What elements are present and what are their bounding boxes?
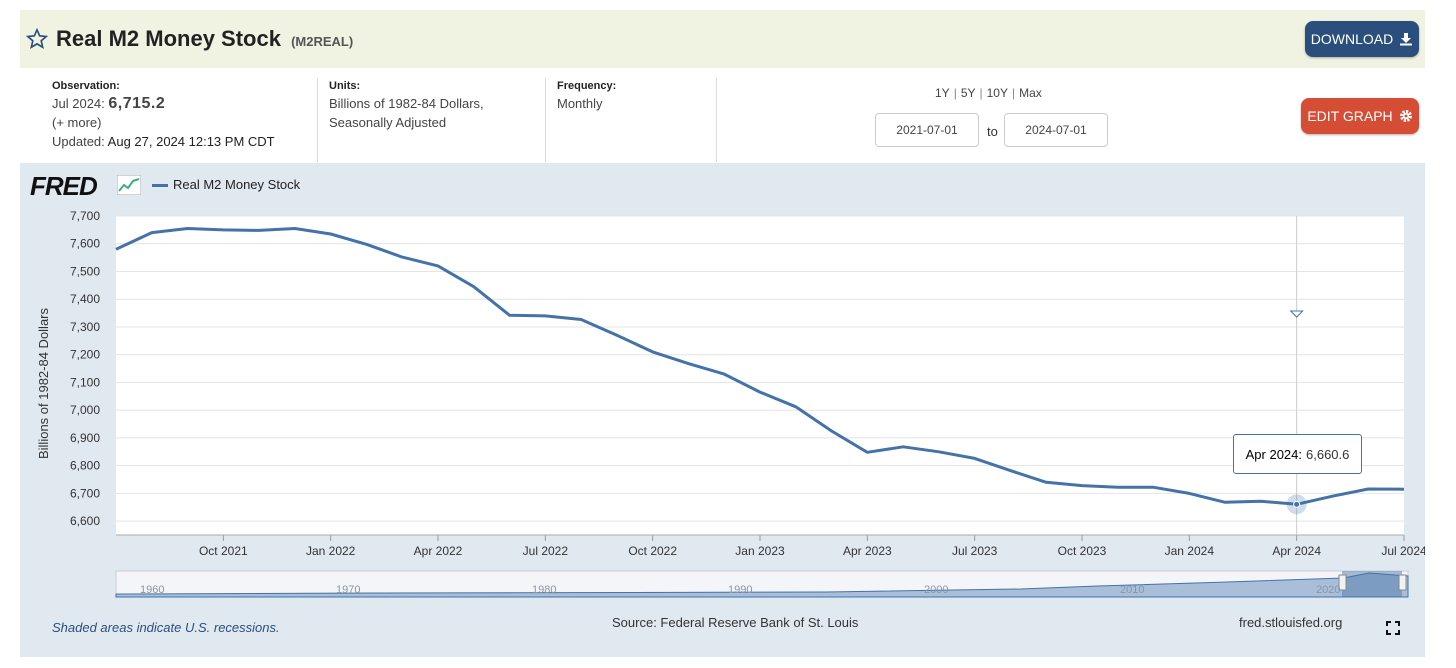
series-id: (M2REAL)	[291, 34, 354, 49]
divider	[317, 78, 318, 162]
navigator-selection[interactable]	[1342, 571, 1402, 597]
to-label: to	[987, 124, 998, 139]
tooltip: Apr 2024: 6,660.6	[1233, 434, 1362, 474]
x-tick-label: Apr 2023	[843, 544, 892, 558]
more-link[interactable]: (+ more)	[52, 115, 102, 130]
x-tick-label: Jul 2022	[523, 544, 569, 558]
frequency-label: Frequency:	[557, 80, 617, 92]
navigator-label: 1970	[336, 584, 360, 596]
navigator-label: 2020	[1316, 584, 1340, 596]
x-tick-label: Oct 2022	[628, 544, 677, 558]
navigator-handle[interactable]	[1338, 574, 1347, 591]
y-tick-label: 6,800	[70, 459, 100, 473]
navigator-label: 2010	[1120, 584, 1144, 596]
x-tick-label: Apr 2022	[414, 544, 463, 558]
start-date-input[interactable]: 2021-07-01	[875, 113, 979, 147]
gear-icon	[1399, 110, 1412, 122]
units-label: Units:	[329, 80, 361, 92]
y-tick-label: 7,300	[70, 320, 100, 334]
y-tick-label: 6,900	[70, 431, 100, 445]
navigator-label: 1980	[532, 584, 556, 596]
navigator-label: 2000	[924, 584, 948, 596]
legend-swatch	[152, 184, 168, 187]
fullscreen-icon[interactable]	[1386, 621, 1400, 635]
star-icon[interactable]	[26, 28, 48, 50]
x-tick-label: Oct 2021	[199, 544, 248, 558]
y-tick-label: 7,500	[70, 264, 100, 278]
x-tick-label: Jul 2023	[952, 544, 998, 558]
x-tick-label: Jan 2022	[306, 544, 356, 558]
x-tick-label: Jan 2023	[735, 544, 785, 558]
chart-logo-icon	[117, 175, 141, 195]
range-1y[interactable]: 1Y	[935, 86, 950, 100]
navigator-label: 1990	[728, 584, 752, 596]
series-meta: Observation: Jul 2024: 6,715.2 (+ more) …	[20, 70, 1425, 162]
tooltip-value: 6,660.6	[1306, 446, 1350, 462]
tooltip-pointer	[1289, 310, 1304, 318]
series-title: Real M2 Money Stock	[56, 26, 281, 51]
x-tick-label: Apr 2024	[1272, 544, 1321, 558]
observation-value: 6,715.2	[108, 95, 166, 112]
recession-note: Shaded areas indicate U.S. recessions.	[52, 620, 280, 635]
edit-graph-label: EDIT GRAPH	[1307, 108, 1393, 124]
divider	[716, 78, 717, 162]
download-icon	[1400, 33, 1413, 46]
x-tick-label: Jul 2024	[1381, 544, 1425, 558]
updated-label: Updated:	[52, 134, 105, 149]
x-tick-label: Jan 2024	[1165, 544, 1215, 558]
site-link[interactable]: fred.stlouisfed.org	[1239, 615, 1343, 630]
edit-graph-button[interactable]: EDIT GRAPH	[1301, 98, 1419, 134]
frequency-value: Monthly	[557, 96, 603, 111]
observation-label: Observation:	[52, 80, 120, 92]
divider	[545, 78, 546, 162]
y-tick-label: 7,600	[70, 237, 100, 251]
y-tick-label: 7,200	[70, 348, 100, 362]
observation-line: Jul 2024: 6,715.2	[52, 94, 275, 113]
line-chart[interactable]: 6,600 6,700 6,800 6,900 7,000 7,100 7,200 7,300…	[20, 163, 1425, 657]
range-selector: 1Y | 5Y | 10Y | Max	[935, 86, 1042, 100]
y-axis-label: Billions of 1982-84 Dollars	[36, 307, 51, 459]
plot-area	[116, 216, 1404, 535]
updated-value: Aug 27, 2024 12:13 PM CDT	[107, 134, 275, 149]
end-date-input[interactable]: 2024-07-01	[1004, 113, 1108, 147]
download-label: DOWNLOAD	[1310, 31, 1394, 47]
page-title: Real M2 Money Stock (M2REAL)	[56, 26, 353, 52]
units-line1: Billions of 1982-84 Dollars,	[329, 96, 484, 111]
range-5y[interactable]: 5Y	[960, 86, 976, 100]
x-tick-label: Oct 2023	[1058, 544, 1107, 558]
y-tick-label: 6,600	[70, 514, 100, 528]
legend-label[interactable]: Real M2 Money Stock	[173, 177, 301, 192]
range-10y[interactable]: 10Y	[986, 86, 1008, 100]
units-line2: Seasonally Adjusted	[329, 115, 447, 130]
frequency-block: Frequency: Monthly	[557, 78, 616, 113]
navigator-handle[interactable]	[1398, 574, 1407, 591]
fred-logo: FRED	[30, 171, 98, 201]
navigator-label: 1960	[140, 584, 164, 596]
updated-line: Updated: Aug 27, 2024 12:13 PM CDT	[52, 132, 275, 151]
units-block: Units: Billions of 1982-84 Dollars, Seas…	[329, 78, 484, 132]
y-tick-label: 7,700	[70, 209, 100, 223]
y-tick-label: 7,400	[70, 292, 100, 306]
download-button[interactable]: DOWNLOAD	[1305, 21, 1419, 57]
tooltip-date: Apr 2024:	[1245, 446, 1302, 462]
header-bar: Real M2 Money Stock (M2REAL) DOWNLOAD	[20, 10, 1425, 68]
chart-panel: FRED Real M2 Money Stock 6,600 6,700 6,800…	[20, 163, 1425, 657]
y-tick-label: 6,700	[70, 486, 100, 500]
y-tick-label: 7,000	[70, 403, 100, 417]
observation-block: Observation: Jul 2024: 6,715.2 (+ more) …	[52, 78, 275, 151]
range-max[interactable]: Max	[1019, 86, 1042, 100]
observation-date: Jul 2024:	[52, 96, 105, 111]
source-note: Source: Federal Reserve Bank of St. Loui…	[612, 615, 859, 630]
hover-point[interactable]	[1293, 500, 1301, 508]
y-tick-label: 7,100	[70, 375, 100, 389]
